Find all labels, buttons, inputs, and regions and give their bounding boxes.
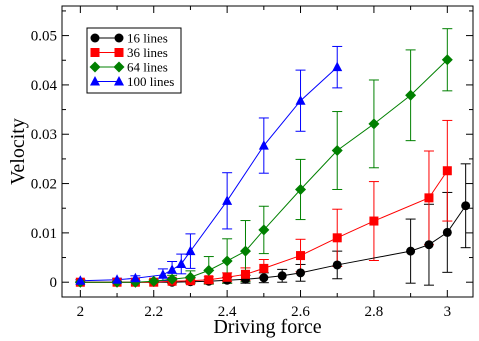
- data-point: [405, 89, 417, 101]
- data-point: [331, 145, 343, 157]
- data-point: [75, 275, 86, 285]
- data-point: [441, 54, 453, 66]
- data-point: [332, 61, 343, 72]
- x-tick-label: 2: [77, 304, 85, 320]
- plot-frame: [61, 5, 474, 298]
- data-point: [295, 95, 306, 105]
- data-point: [176, 258, 187, 268]
- data-point: [461, 201, 471, 211]
- data-point: [332, 233, 342, 243]
- y-tick-label: 0.01: [31, 226, 57, 242]
- data-point: [368, 118, 380, 130]
- x-tick-label: 2.4: [218, 304, 237, 320]
- legend-label: 64 lines: [127, 60, 168, 75]
- legend-marker: [114, 48, 124, 57]
- data-point: [369, 216, 379, 226]
- data-point: [148, 275, 160, 287]
- y-tick-label: 0.03: [31, 127, 57, 143]
- series-line-0: [80, 205, 467, 283]
- axis-ticks: [62, 6, 473, 297]
- data-point: [259, 273, 269, 283]
- data-point: [259, 263, 269, 273]
- data-point: [112, 274, 123, 284]
- legend-box: [86, 27, 182, 94]
- data-point: [296, 251, 306, 261]
- y-tick-label: 0.04: [31, 78, 58, 94]
- data-point: [332, 260, 342, 270]
- data-point: [239, 245, 251, 257]
- data-point: [295, 183, 307, 195]
- legend-marker: [90, 76, 100, 86]
- data-point: [184, 271, 196, 283]
- series-markers: [74, 54, 471, 288]
- x-tick-label: 2.2: [144, 304, 163, 320]
- data-point: [240, 269, 250, 279]
- data-point: [130, 272, 141, 283]
- data-point: [258, 140, 269, 150]
- data-point: [157, 269, 168, 279]
- axis-tick-labels: 2 2.2 2.4 2.6 2.8 3 0 0.01 0.02 0.03 0.04 0.05: [31, 29, 451, 320]
- data-point: [406, 246, 416, 256]
- data-point: [167, 264, 178, 274]
- legend-label: 16 lines: [127, 31, 168, 46]
- data-point: [277, 271, 287, 281]
- legend-label: 36 lines: [127, 45, 168, 60]
- y-tick-label: 0.05: [31, 29, 57, 45]
- x-tick-label: 2.6: [291, 304, 310, 320]
- data-point: [166, 273, 178, 285]
- data-point: [424, 240, 434, 250]
- legend-marker: [114, 33, 124, 43]
- data-point: [185, 245, 196, 256]
- data-point: [204, 275, 214, 285]
- legend-label: 100 lines: [127, 74, 174, 89]
- legend-marker: [113, 61, 125, 73]
- x-tick-label: 3: [444, 304, 452, 320]
- data-point: [222, 195, 233, 205]
- data-point: [203, 264, 215, 276]
- legend-marker: [90, 48, 100, 57]
- data-point: [222, 272, 232, 282]
- x-axis-title: Driving force: [213, 316, 321, 338]
- y-tick-label: 0: [50, 275, 58, 291]
- legend-marker: [114, 76, 124, 86]
- data-point: [221, 255, 233, 267]
- y-axis-title: Velocity: [7, 118, 29, 185]
- data-point: [424, 193, 434, 203]
- legend-marker: [90, 33, 100, 43]
- data-point: [442, 166, 452, 176]
- legend-marker: [89, 61, 101, 73]
- x-tick-label: 2.8: [365, 304, 384, 320]
- data-point: [258, 224, 270, 236]
- data-point: [296, 268, 306, 278]
- y-tick-label: 0.02: [31, 177, 57, 193]
- data-point: [442, 227, 452, 237]
